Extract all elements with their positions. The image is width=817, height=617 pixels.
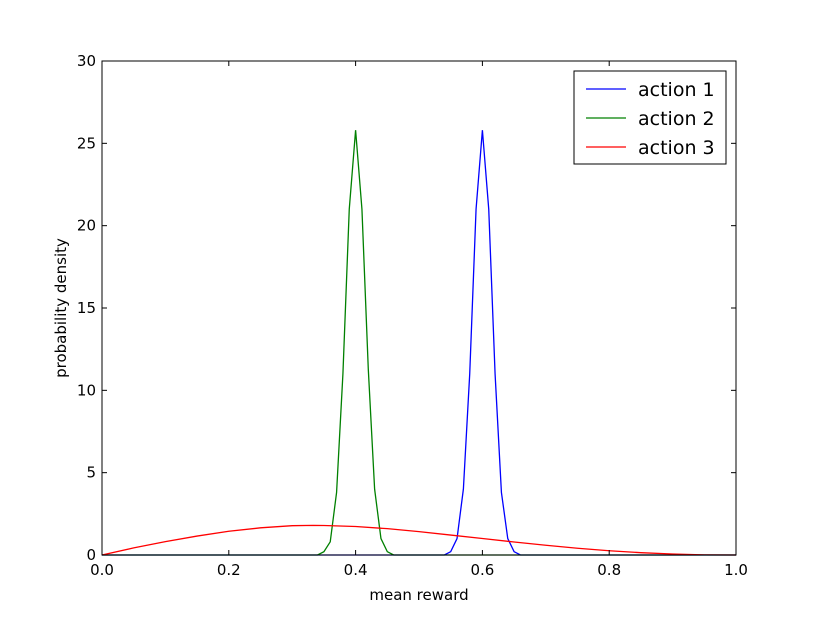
- x-tick-label: 0.4: [344, 561, 368, 579]
- x-tick-label: 0.8: [597, 561, 621, 579]
- y-tick-label: 0: [86, 546, 96, 564]
- x-tick-label: 1.0: [724, 561, 748, 579]
- y-tick-label: 30: [77, 52, 96, 70]
- legend-label-1: action 1: [638, 79, 715, 101]
- y-tick-label: 20: [77, 217, 96, 235]
- legend-label-2: action 2: [638, 108, 715, 130]
- series-line-1: [102, 130, 736, 556]
- y-tick-label: 10: [77, 381, 96, 399]
- y-tick-label: 25: [77, 134, 96, 152]
- x-tick-label: 0.0: [90, 561, 114, 579]
- legend: action 1 action 2 action 3: [573, 70, 727, 165]
- x-tick-label: 0.2: [217, 561, 241, 579]
- x-tick-label: 0.6: [470, 561, 494, 579]
- y-axis-label: probability density: [52, 238, 70, 378]
- series-line-2: [102, 130, 736, 556]
- y-tick-label: 5: [86, 464, 96, 482]
- series-line-3: [101, 524, 737, 556]
- legend-label-3: action 3: [638, 137, 715, 159]
- y-tick-label: 15: [77, 299, 96, 317]
- x-axis-label: mean reward: [369, 586, 468, 604]
